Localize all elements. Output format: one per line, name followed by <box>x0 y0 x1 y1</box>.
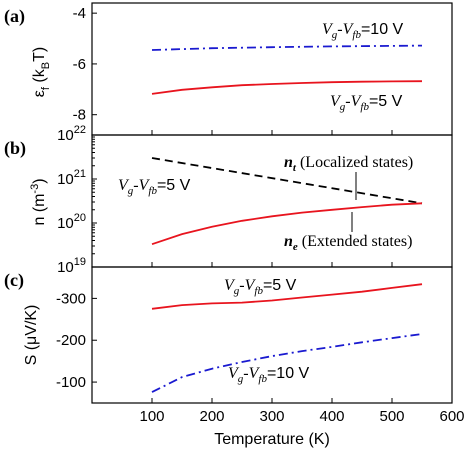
panel-c-y-ticks: -100 -200 -300 <box>56 290 393 403</box>
x-tick-label: 500 <box>379 408 404 425</box>
series-line-vg-vfb-10-v <box>151 333 423 393</box>
series-line-ne-extended-states- <box>151 202 423 246</box>
y-tick-label: 1022 <box>57 124 86 144</box>
panel-c-y-title: S (μV/K) <box>23 305 40 366</box>
x-tick-label: 100 <box>139 408 164 425</box>
x-axis-title: Temperature (K) <box>214 431 330 448</box>
panel-b-y-ticks: 1019 1020 1021 1022 <box>57 124 393 276</box>
panel-b-annot-ne: ne (Extended states) <box>284 233 412 253</box>
panel-c-annot-10v: Vg-Vfb=10 V <box>228 365 310 385</box>
x-tick-label: 200 <box>199 408 224 425</box>
panel-c: (c) -100 -200 -300 100 200 300 400 500 600 S (μ… <box>4 266 465 448</box>
y-tick-label: -6 <box>73 56 86 73</box>
panel-a-tag: (a) <box>4 6 25 27</box>
panel-a: (a) -8 -6 -4 εf (kBT) Vg-Vfb=10 V Vg-Vfb=5… <box>4 2 453 136</box>
x-tick-label: 600 <box>439 408 464 425</box>
panel-b-y-title: n (m-3) <box>29 178 48 225</box>
panel-c-annot-5v: Vg-Vfb=5 V <box>224 277 297 297</box>
panel-c-tag: (c) <box>4 270 24 291</box>
y-tick-label: -4 <box>73 5 86 22</box>
panel-a-annot-5v: Vg-Vfb=5 V <box>330 93 403 113</box>
panel-c-series <box>151 283 423 393</box>
y-tick-label: 1020 <box>57 212 86 232</box>
y-tick-label: -8 <box>73 107 86 124</box>
panel-b-series <box>151 157 423 246</box>
panel-a-y-title: εf (kBT) <box>31 47 52 97</box>
panel-b-annot-nt: nt (Localized states) <box>284 154 413 174</box>
y-tick-label: 1019 <box>57 256 86 276</box>
panel-a-series <box>151 44 423 95</box>
panel-b-tag: (b) <box>4 138 26 159</box>
panel-c-x-ticks: 100 200 300 400 500 600 <box>139 398 465 425</box>
series-line-vg-vfb-5-v <box>151 80 423 95</box>
panel-a-annot-10v: Vg-Vfb=10 V <box>322 21 404 41</box>
x-tick-label: 300 <box>259 408 284 425</box>
y-tick-label: -200 <box>56 332 86 349</box>
y-tick-label: -300 <box>56 290 86 307</box>
x-tick-label: 400 <box>319 408 344 425</box>
panel-a-y-ticks: -8 -6 -4 <box>73 5 393 135</box>
series-line-vg-vfb-10-v <box>151 44 423 51</box>
y-tick-label: -100 <box>56 374 86 391</box>
panel-b-annot-condition: Vg-Vfb=5 V <box>118 177 191 197</box>
y-tick-label: 1021 <box>57 168 86 188</box>
series-line-nt-localized-states- <box>151 157 423 205</box>
series-line-vg-vfb-5-v <box>151 283 423 310</box>
